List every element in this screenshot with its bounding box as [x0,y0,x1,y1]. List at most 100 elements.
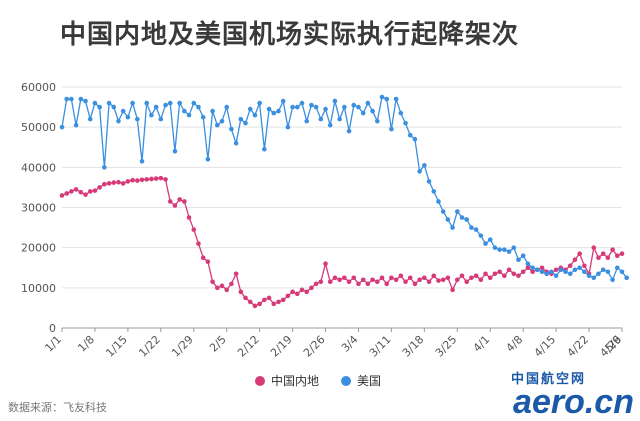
data-point[interactable] [469,275,474,281]
data-point[interactable] [64,191,70,196]
data-point[interactable] [473,273,479,279]
data-point[interactable] [511,245,517,250]
data-point[interactable] [73,187,79,192]
data-point[interactable] [393,277,399,283]
data-point[interactable] [389,126,394,132]
data-point[interactable] [318,279,324,285]
data-point[interactable] [487,237,493,242]
data-point[interactable] [459,273,465,279]
data-point[interactable] [139,177,145,183]
data-point[interactable] [464,217,470,222]
data-point[interactable] [59,193,65,198]
data-point[interactable] [224,104,230,110]
data-point[interactable] [370,277,375,283]
data-point[interactable] [285,124,291,130]
data-point[interactable] [323,106,328,112]
data-point[interactable] [360,277,366,283]
data-point[interactable] [97,185,102,190]
data-point[interactable] [130,100,135,106]
data-point[interactable] [469,225,474,230]
data-point[interactable] [186,215,192,220]
data-point[interactable] [539,265,545,271]
data-point[interactable] [478,233,484,238]
data-point[interactable] [356,281,361,287]
data-point[interactable] [257,100,262,106]
data-point[interactable] [483,241,488,246]
data-point[interactable] [502,247,507,252]
data-point[interactable] [153,176,159,181]
data-point[interactable] [134,178,140,183]
data-point[interactable] [205,259,211,265]
data-point[interactable] [412,136,418,142]
data-point[interactable] [365,100,371,106]
data-point[interactable] [69,96,74,102]
data-point[interactable] [262,146,267,152]
data-point[interactable] [177,100,182,106]
data-point[interactable] [163,102,168,108]
data-point[interactable] [276,299,281,305]
data-point[interactable] [229,281,234,287]
data-point[interactable] [252,112,258,118]
data-point[interactable] [506,249,512,254]
data-point[interactable] [111,180,117,185]
data-point[interactable] [591,275,597,281]
data-point[interactable] [586,273,592,279]
data-point[interactable] [478,277,484,283]
data-point[interactable] [116,179,121,185]
data-point[interactable] [78,189,84,195]
data-point[interactable] [398,110,404,116]
data-point[interactable] [539,269,545,275]
data-point[interactable] [294,291,300,297]
data-point[interactable] [393,96,399,102]
data-point[interactable] [591,245,597,250]
data-point[interactable] [304,289,310,295]
data-point[interactable] [346,279,352,285]
data-point[interactable] [346,128,352,134]
data-point[interactable] [196,104,201,110]
data-point[interactable] [563,269,568,275]
data-point[interactable] [243,295,248,301]
data-point[interactable] [271,301,277,307]
data-point[interactable] [262,297,267,303]
data-point[interactable] [473,227,479,232]
data-point[interactable] [614,253,620,258]
data-point[interactable] [422,163,427,168]
data-point[interactable] [304,118,310,124]
data-point[interactable] [266,106,272,112]
data-point[interactable] [290,104,295,110]
data-point[interactable] [149,176,154,182]
data-point[interactable] [313,104,319,110]
data-point[interactable] [332,98,338,104]
data-point[interactable] [252,303,258,309]
data-point[interactable] [102,181,107,187]
data-point[interactable] [186,112,192,118]
data-point[interactable] [567,271,573,277]
data-point[interactable] [290,289,295,295]
data-point[interactable] [417,277,422,283]
data-point[interactable] [553,267,559,273]
data-point[interactable] [619,251,625,256]
data-point[interactable] [436,278,441,283]
data-point[interactable] [83,192,88,197]
data-point[interactable] [182,199,187,204]
data-point[interactable] [403,120,408,126]
data-point[interactable] [106,181,112,186]
data-point[interactable] [191,100,197,106]
data-point[interactable] [125,179,131,184]
data-point[interactable] [59,124,65,130]
data-point[interactable] [492,271,498,277]
data-point[interactable] [233,271,239,277]
data-point[interactable] [167,199,173,204]
data-point[interactable] [214,122,220,128]
data-point[interactable] [125,114,131,120]
data-point[interactable] [379,94,385,100]
data-point[interactable] [102,165,107,170]
data-point[interactable] [384,281,390,287]
data-point[interactable] [384,96,390,102]
data-point[interactable] [567,263,573,269]
data-point[interactable] [342,275,347,281]
data-point[interactable] [600,251,606,256]
data-point[interactable] [374,118,380,124]
data-point[interactable] [87,116,93,122]
data-point[interactable] [200,114,206,120]
